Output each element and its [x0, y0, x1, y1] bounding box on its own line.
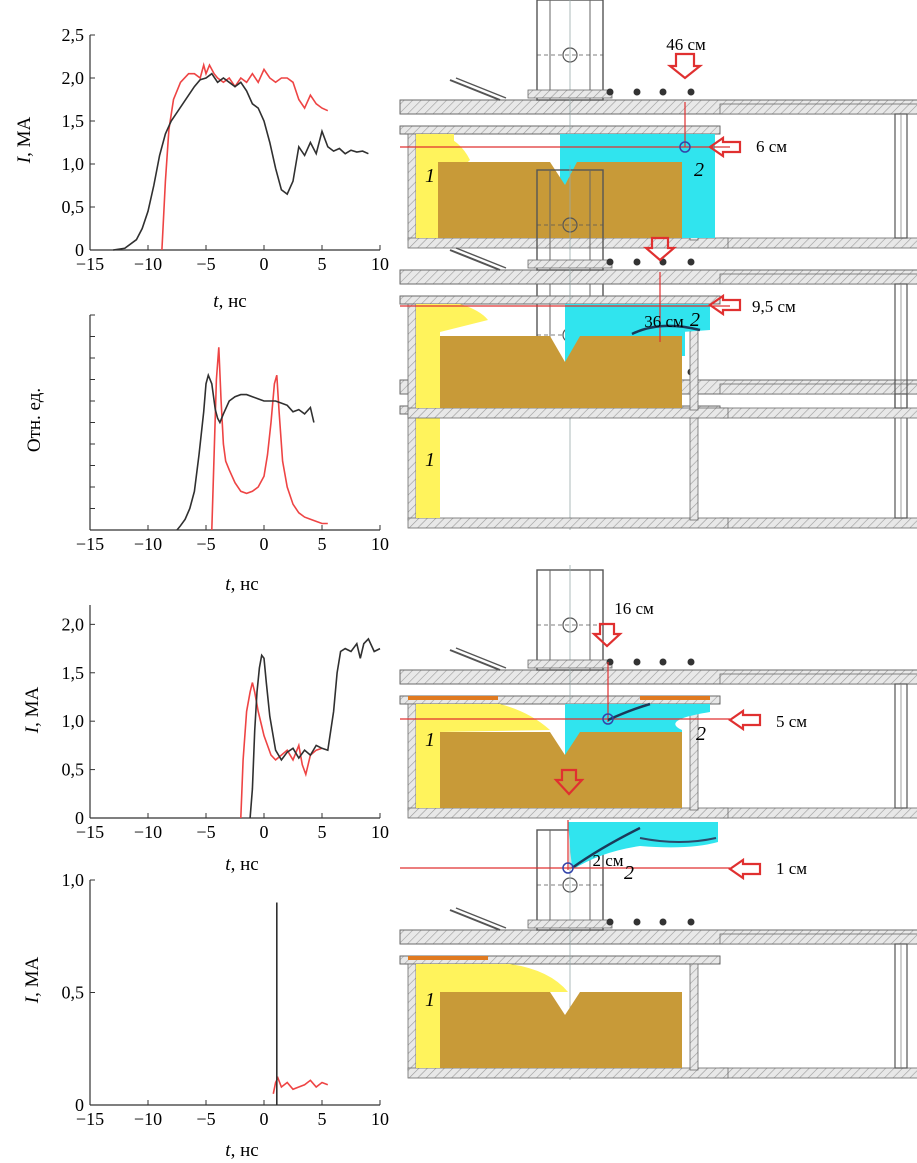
liner: [438, 162, 682, 238]
diagram-1-label-2: 2: [694, 159, 704, 181]
x-tick-label: −5: [196, 534, 215, 554]
chart-panel-2: Отн. ед. t, нс −15 −10 −5 0 5 10: [24, 314, 389, 595]
diagram-4-distance: 2 см: [592, 851, 623, 870]
x-tick-label: −5: [196, 822, 215, 842]
chart-3-ylabel: I, МА: [22, 687, 43, 735]
diagram-3: [399, 564, 917, 821]
arrow-left-icon: [708, 135, 742, 159]
chart-panel-4: I, МА t, нс −15 −10 −5 0 5 10 0 0,5 1,0: [22, 870, 389, 1161]
x-tick-label: −10: [134, 254, 162, 274]
series-line-red: [161, 62, 329, 251]
arrow-left-icon: [728, 857, 762, 881]
x-tick-label: 0: [260, 822, 269, 842]
y-tick-label: 1,0: [62, 154, 85, 174]
y-tick-label: 1,5: [62, 663, 85, 683]
chart-panel-1: I, МА t, нс −15 −10 −5 0 5 10 0 0,5 1,0 1,5 2,0 2,5: [14, 25, 389, 312]
diagram-2-distance: 36 см: [644, 312, 684, 331]
y-tick-label: 1,5: [62, 111, 85, 131]
x-tick-label: −15: [76, 254, 104, 274]
series-line-red: [240, 682, 323, 819]
x-tick-label: −5: [196, 1109, 215, 1129]
diagram-2-side: 9,5 см: [752, 297, 796, 316]
y-tick-label: 0: [75, 240, 84, 260]
x-tick-label: −15: [76, 822, 104, 842]
series-line-black: [176, 372, 315, 531]
chart-1-xlabel: t, нс: [213, 291, 246, 312]
chart-4-xlabel: t, нс: [225, 1140, 258, 1161]
arrow-left-icon: [728, 708, 762, 732]
x-tick-label: 5: [318, 822, 327, 842]
diagram-3-side: 5 см: [776, 712, 807, 731]
y-tick-label: 0,5: [62, 760, 85, 780]
x-tick-label: 0: [260, 1109, 269, 1129]
arrow-left-icon: [708, 293, 742, 317]
y-tick-label: 0,5: [62, 983, 85, 1003]
diagram-1-label-1: 1: [425, 165, 435, 187]
diagram-1: [399, 0, 917, 251]
x-tick-label: −15: [76, 1109, 104, 1129]
diagram-3-distance: 16 см: [614, 599, 654, 618]
arrow-down-icon: [643, 236, 677, 262]
y-tick-label: 1,0: [62, 870, 85, 890]
series-line-red: [272, 1076, 329, 1094]
diagram-2-label-2: 2: [690, 309, 700, 331]
chart-1-ylabel: I, МА: [14, 117, 35, 165]
diagram-4-side: 1 см: [776, 859, 807, 878]
diagram-1-distance: 46 см: [666, 35, 706, 54]
diagram-3-label-1: 1: [425, 729, 435, 751]
y-tick-label: 2,5: [62, 25, 85, 45]
x-tick-label: 5: [318, 534, 327, 554]
x-tick-label: 10: [371, 534, 389, 554]
y-tick-label: 0: [75, 1095, 84, 1115]
x-tick-label: −5: [196, 254, 215, 274]
series-line-red: [211, 347, 328, 531]
x-tick-label: 10: [371, 1109, 389, 1129]
y-tick-label: 1,0: [62, 711, 85, 731]
diagram-3-label-2: 2: [696, 723, 706, 745]
x-tick-label: 10: [371, 254, 389, 274]
x-tick-label: −15: [76, 534, 104, 554]
chart-4-ylabel: I, МА: [22, 957, 43, 1005]
series-line-black: [113, 72, 369, 251]
x-tick-label: −10: [134, 1109, 162, 1129]
liner: [440, 992, 682, 1068]
x-tick-label: 5: [318, 1109, 327, 1129]
x-tick-label: 0: [260, 534, 269, 554]
x-tick-label: 5: [318, 254, 327, 274]
arrow-down-icon: [553, 768, 585, 796]
probe-point: [679, 141, 691, 153]
arrow-down-icon: [591, 622, 623, 648]
diagram-4: [399, 824, 917, 1081]
y-tick-label: 2,0: [62, 68, 85, 88]
chart-2-xlabel: t, нс: [225, 574, 258, 595]
x-tick-label: −10: [134, 534, 162, 554]
y-tick-label: 0: [75, 808, 84, 828]
chart-3-xlabel: t, нс: [225, 854, 258, 875]
diagram-2-body: [399, 164, 917, 421]
chart-panel-3: I, МА t, нс −15 −10 −5 0 5 10 0 0,5 1,0 1,5 2,0: [22, 605, 389, 875]
x-tick-label: 10: [371, 822, 389, 842]
x-tick-label: 0: [260, 254, 269, 274]
series-line-black: [249, 637, 381, 819]
probe-point: [602, 713, 614, 725]
arrow-down-icon: [666, 52, 704, 80]
probe-point: [562, 862, 574, 874]
diagram-4-label-2: 2: [624, 862, 634, 884]
diagram-1-side: 6 см: [756, 137, 787, 156]
y-tick-label: 0,5: [62, 197, 85, 217]
chart-2-ylabel: Отн. ед.: [24, 388, 45, 452]
y-tick-label: 2,0: [62, 614, 85, 634]
diagram-2-label-1: 1: [425, 449, 435, 471]
x-tick-label: −10: [134, 822, 162, 842]
liner: [440, 336, 682, 408]
diagram-4-label-1: 1: [425, 989, 435, 1011]
